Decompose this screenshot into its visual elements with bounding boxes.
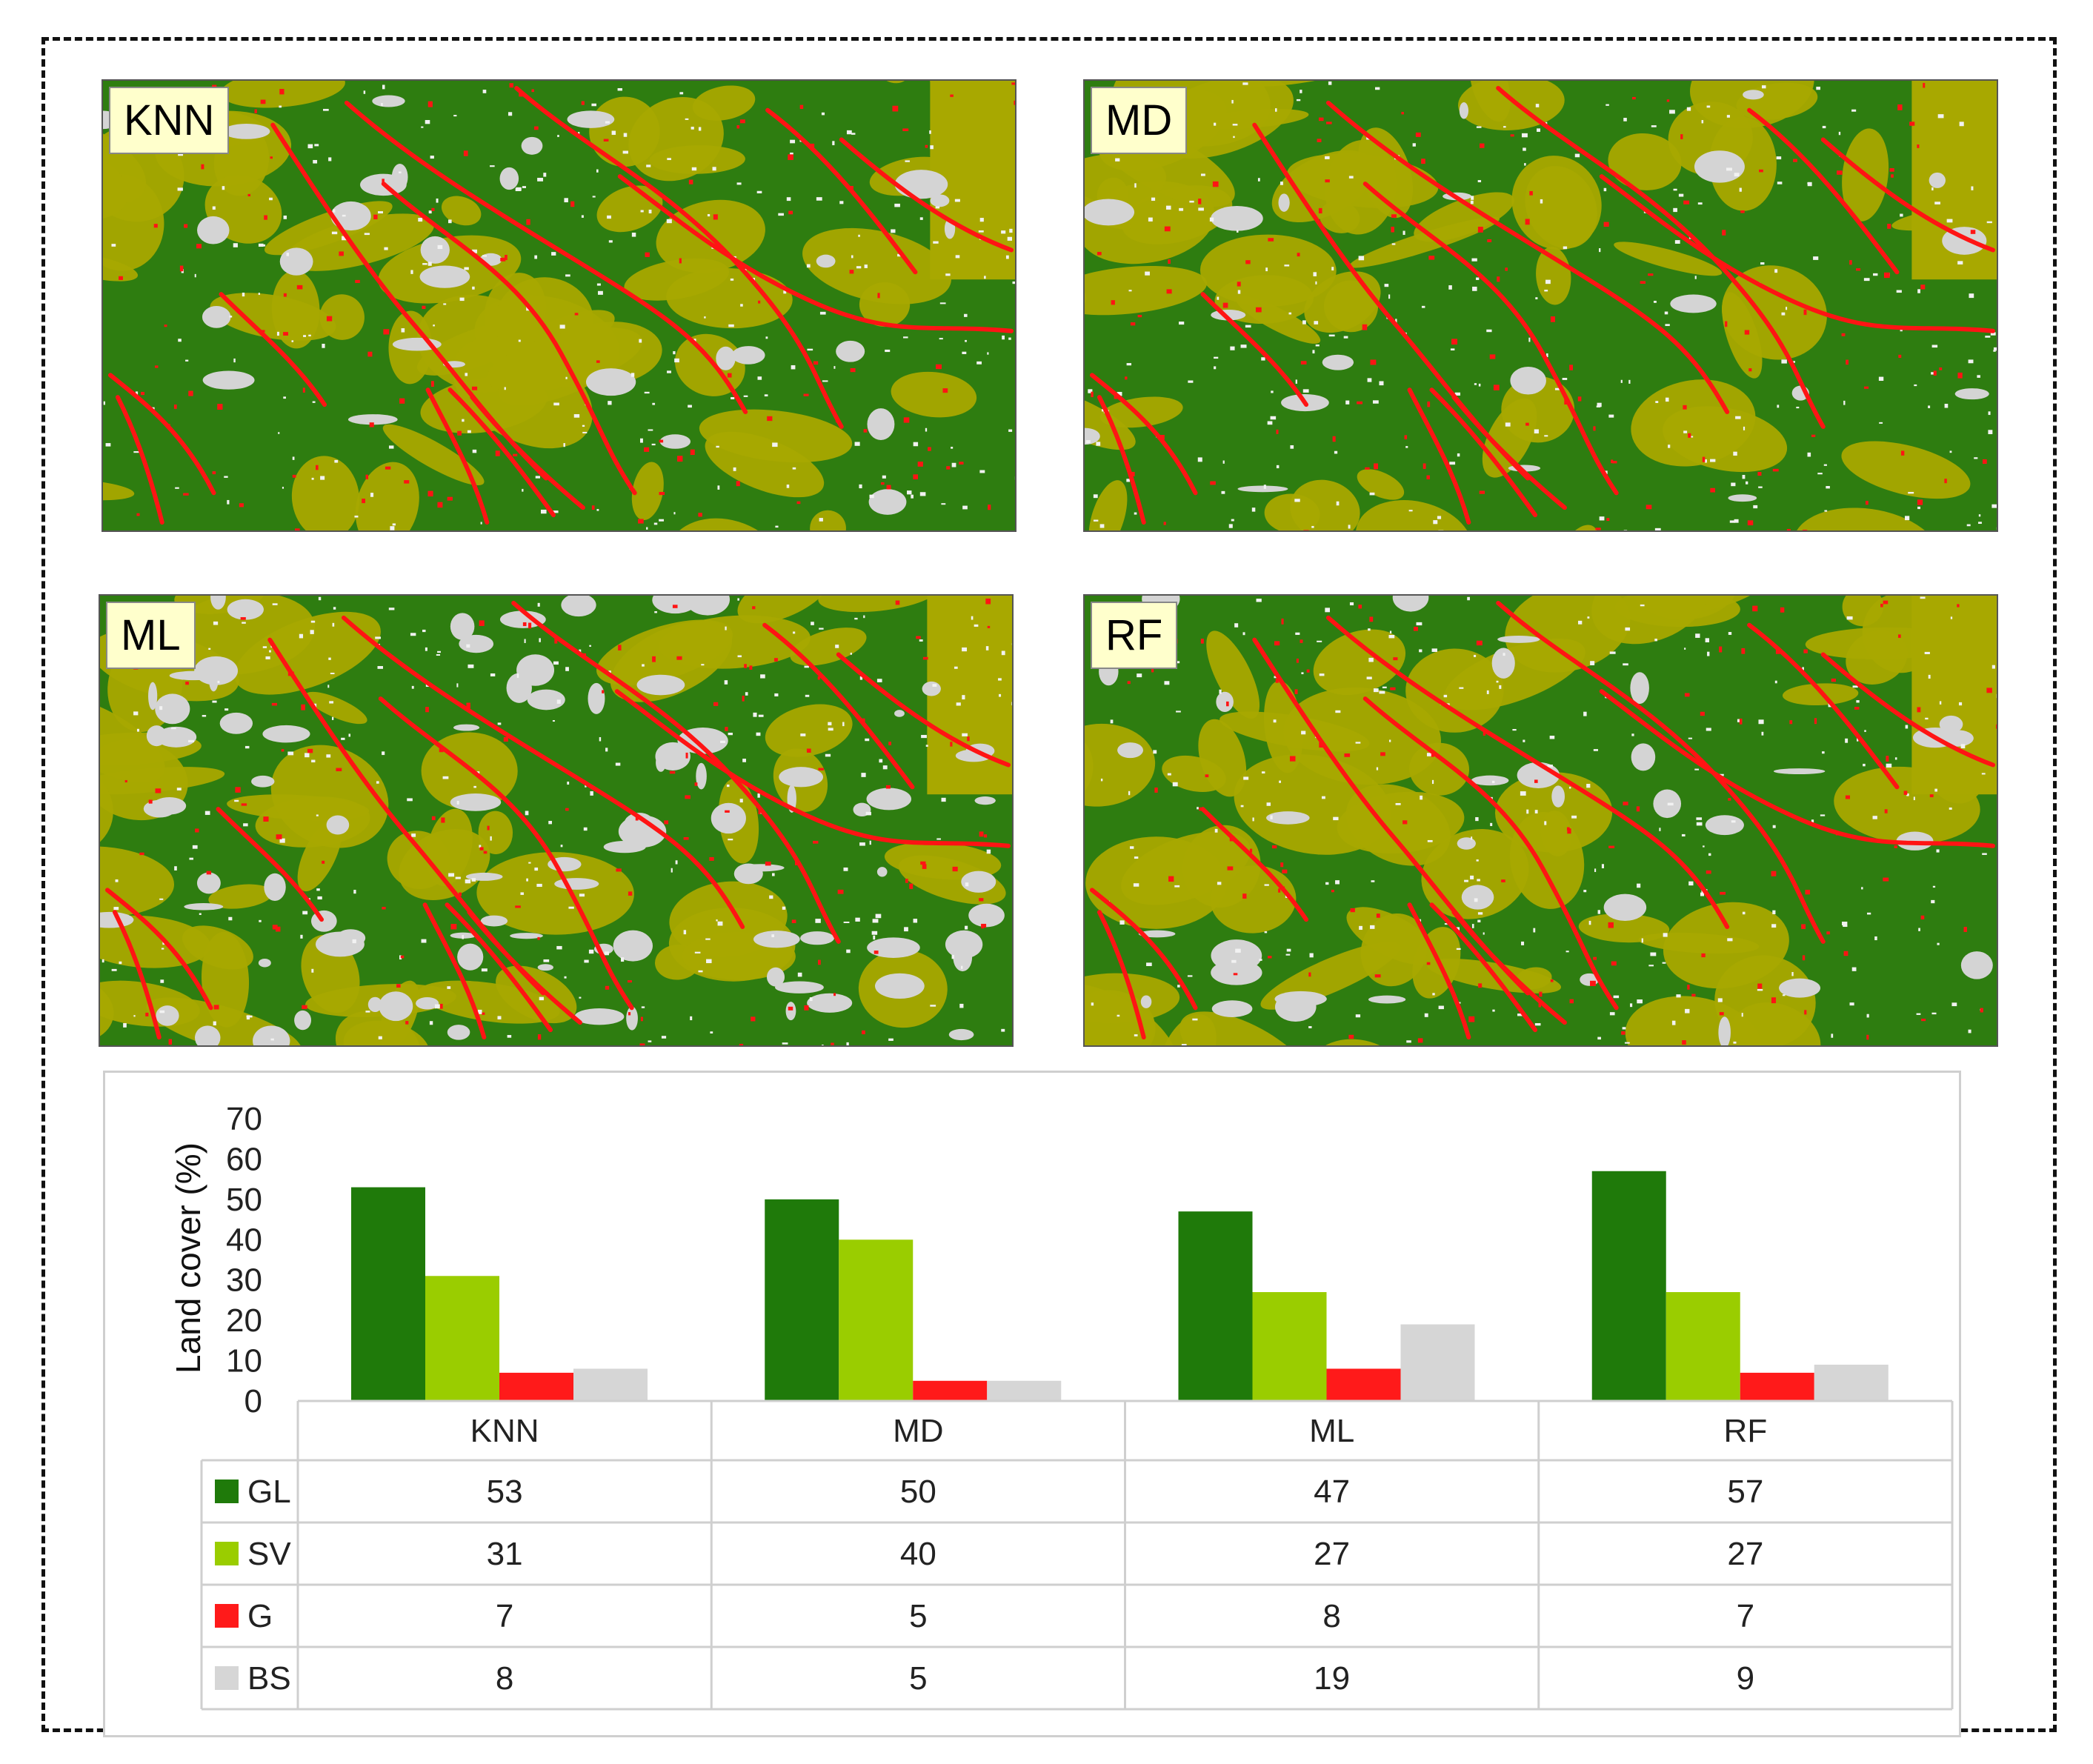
classification-map-ml: ML: [99, 594, 1014, 1047]
table-cell-g-md: 5: [909, 1598, 927, 1634]
bar-g-knn: [499, 1372, 573, 1401]
table-cell-bs-md: 5: [909, 1660, 927, 1697]
table-cell-sv-ml: 27: [1314, 1536, 1350, 1572]
md-map-raster: [1085, 81, 1997, 530]
legend-swatch-bs: [215, 1666, 239, 1690]
table-cell-g-ml: 8: [1322, 1598, 1340, 1634]
legend-label-bs: BS: [247, 1660, 291, 1697]
table-cell-gl-md: 50: [900, 1474, 936, 1510]
bar-sv-rf: [1666, 1292, 1740, 1401]
table-cell-g-knn: 7: [496, 1598, 513, 1634]
table-cell-bs-ml: 19: [1314, 1660, 1350, 1697]
table-cell-bs-knn: 8: [496, 1660, 513, 1697]
table-header-knn: KNN: [470, 1413, 539, 1449]
y-tick-label: 40: [226, 1222, 262, 1258]
bar-g-rf: [1740, 1372, 1814, 1401]
table-cell-gl-knn: 53: [487, 1474, 523, 1510]
y-tick-label: 70: [226, 1101, 262, 1137]
table-cell-gl-ml: 47: [1314, 1474, 1350, 1510]
table-cell-gl-rf: 57: [1727, 1474, 1763, 1510]
legend-label-g: G: [247, 1598, 273, 1634]
bar-bs-md: [987, 1380, 1062, 1401]
map-label-md: MD: [1091, 87, 1188, 154]
bar-sv-md: [839, 1239, 914, 1401]
y-tick-label: 20: [226, 1302, 262, 1339]
bar-sv-ml: [1252, 1292, 1327, 1401]
y-tick-label: 30: [226, 1262, 262, 1299]
map-label-rf: RF: [1091, 602, 1178, 669]
table-cell-bs-rf: 9: [1737, 1660, 1754, 1697]
bar-gl-knn: [351, 1187, 425, 1401]
legend-swatch-g: [215, 1604, 239, 1628]
legend-label-sv: SV: [247, 1536, 291, 1572]
map-label-ml: ML: [106, 602, 196, 669]
legend-label-gl: GL: [247, 1474, 291, 1510]
legend-swatch-sv: [215, 1542, 239, 1565]
classification-map-rf: RF: [1083, 594, 1998, 1047]
y-tick-label: 0: [244, 1383, 262, 1419]
bar-gl-ml: [1178, 1211, 1253, 1401]
table-header-rf: RF: [1724, 1413, 1768, 1449]
y-axis-label: Land cover (%): [169, 1142, 207, 1374]
bar-g-md: [913, 1380, 988, 1401]
table-header-md: MD: [893, 1413, 943, 1449]
classification-map-md: MD: [1083, 79, 1998, 532]
y-tick-label: 10: [226, 1343, 262, 1379]
bar-g-ml: [1326, 1368, 1401, 1401]
table-cell-sv-md: 40: [900, 1536, 936, 1572]
y-tick-label: 60: [226, 1141, 262, 1177]
knn-map-raster: [103, 81, 1015, 530]
bar-bs-rf: [1814, 1365, 1889, 1401]
bar-gl-rf: [1591, 1171, 1666, 1401]
bar-sv-knn: [425, 1276, 499, 1401]
rf-map-raster: [1085, 596, 1997, 1045]
ml-map-raster: [100, 596, 1012, 1045]
classification-map-knn: KNN: [102, 79, 1016, 532]
y-tick-label: 50: [226, 1182, 262, 1218]
map-label-knn: KNN: [109, 87, 230, 154]
bar-bs-ml: [1400, 1324, 1475, 1401]
bar-gl-md: [765, 1199, 839, 1401]
bar-bs-knn: [573, 1368, 648, 1401]
table-cell-sv-rf: 27: [1727, 1536, 1763, 1572]
table-cell-sv-knn: 31: [487, 1536, 523, 1572]
table-header-ml: ML: [1309, 1413, 1354, 1449]
land-cover-chart-panel: 0 10 20 30 40 50 60 70 Land cover (%) KNN MD ML RF GL…: [103, 1071, 1961, 1737]
legend-swatch-gl: [215, 1480, 239, 1503]
table-cell-g-rf: 7: [1737, 1598, 1754, 1634]
